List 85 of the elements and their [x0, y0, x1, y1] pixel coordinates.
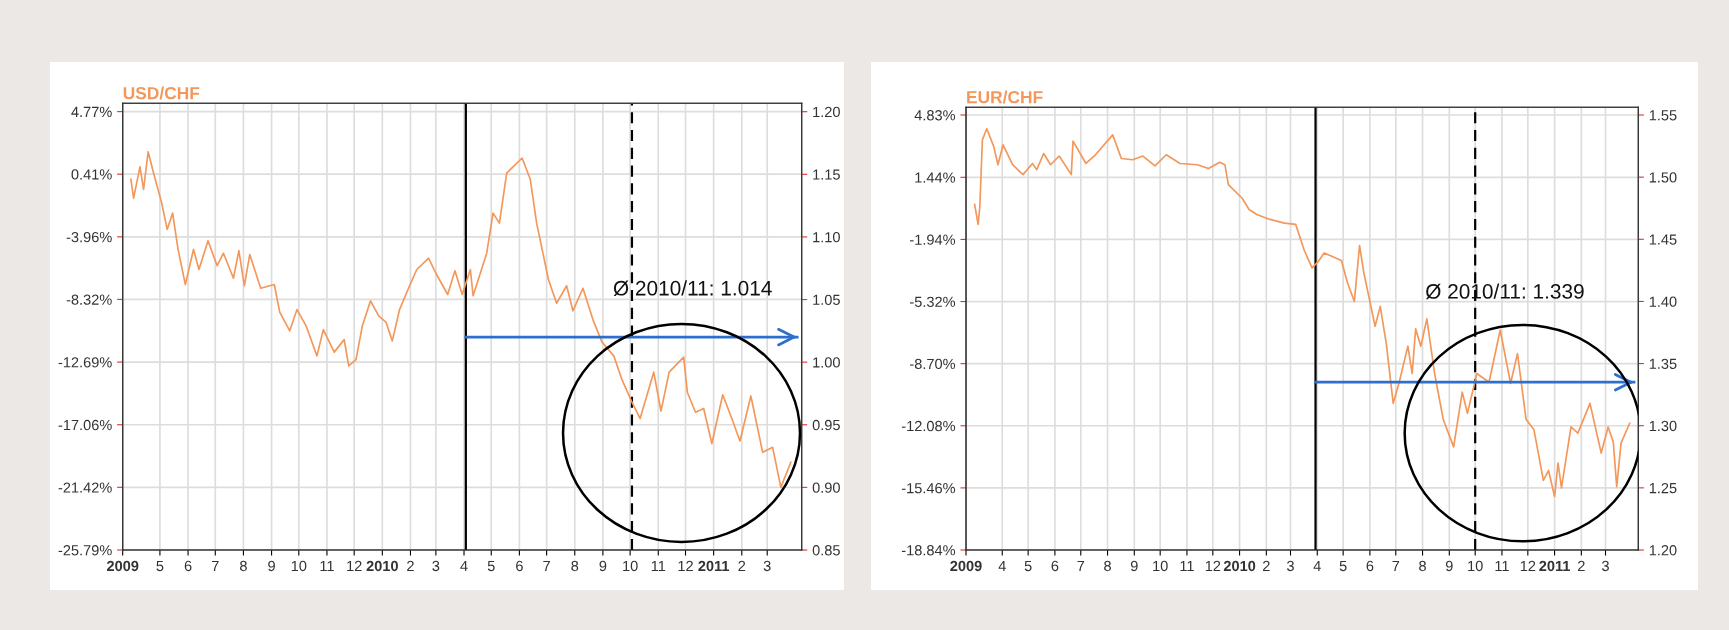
x-tick-label: 2009 [950, 560, 982, 572]
x-tick-label: 5 [1024, 560, 1032, 572]
x-tick-label: 2010 [1223, 560, 1256, 572]
x-tick-label: 2009 [106, 560, 139, 572]
x-tick-label: 7 [211, 560, 219, 571]
x-tick-label: 6 [1051, 560, 1059, 572]
x-tick-label: 12 [1205, 560, 1221, 571]
x-tick-label: 9 [268, 560, 275, 572]
y2-tick-label: 0.85 [812, 545, 840, 556]
y2-tick-label: 1.45 [1649, 234, 1677, 245]
y2-tick-label: 1.35 [1649, 358, 1677, 369]
x-tick-label: 5 [1339, 560, 1347, 572]
x-tick-label: 2 [1263, 560, 1270, 571]
x-tick-label: 3 [1602, 560, 1609, 572]
x-tick-label: 8 [1419, 560, 1426, 572]
y-tick-label: -21.42% [58, 482, 112, 493]
x-tick-label: 10 [1153, 560, 1168, 572]
y-tick-label: -25.79% [58, 545, 112, 556]
x-tick-label: 12 [1520, 560, 1536, 571]
y-tick-label: -18.84% [901, 545, 956, 556]
x-tick-label: 4 [460, 560, 468, 571]
x-tick-label: 7 [1392, 560, 1400, 571]
x-tick-label: 4 [1313, 560, 1321, 571]
x-tick-label: 3 [763, 560, 771, 572]
y2-tick-label: 0.95 [812, 419, 840, 431]
x-tick-label: 9 [599, 560, 607, 572]
x-tick-label: 9 [1130, 560, 1138, 572]
y2-tick-label: 0.90 [812, 482, 840, 493]
x-tick-label: 8 [1104, 560, 1111, 572]
x-tick-label: 9 [1445, 560, 1453, 572]
x-tick-label: 6 [184, 560, 192, 572]
y-tick-label: -8.32% [66, 294, 112, 305]
y2-tick-label: 1.10 [813, 232, 840, 243]
x-tick-label: 5 [156, 560, 164, 572]
annotation: Ø 2010/11: 1.014 [613, 280, 772, 296]
x-tick-label: 11 [1495, 560, 1509, 571]
y-tick-label: 1.44% [915, 172, 956, 183]
x-tick-label: 2011 [698, 560, 730, 572]
x-tick-label: 6 [516, 560, 523, 572]
chart-title: USD/CHF [123, 86, 200, 100]
y2-tick-label: 1.15 [813, 169, 840, 180]
y2-tick-label: 1.25 [1649, 482, 1677, 494]
x-tick-label: 11 [1180, 560, 1194, 571]
x-tick-label: 12 [347, 560, 362, 571]
annotation: Ø 2010/11: 1.339 [1425, 283, 1584, 300]
x-tick-label: 4 [998, 560, 1006, 571]
chart-title: EUR/CHF [967, 90, 1043, 104]
y2-tick-label: 1.20 [1649, 545, 1677, 556]
x-tick-label: 3 [1287, 560, 1294, 572]
x-tick-label: 8 [240, 560, 247, 572]
y-tick-label: 0.41% [71, 169, 112, 180]
x-tick-label: 5 [487, 560, 495, 572]
y-tick-label: -3.96% [66, 231, 112, 243]
y-tick-label: 4.77% [71, 106, 112, 117]
x-tick-label: 2 [738, 560, 746, 571]
y2-tick-label: 1.05 [813, 294, 840, 305]
y-tick-label: -12.08% [901, 420, 956, 432]
x-tick-label: 10 [623, 560, 638, 572]
x-tick-label: 2011 [1539, 560, 1570, 572]
y2-tick-label: 1.20 [813, 106, 840, 118]
x-tick-label: 11 [320, 560, 334, 571]
y-tick-label: -15.46% [901, 482, 956, 494]
x-tick-label: 10 [1468, 560, 1483, 572]
x-tick-label: 6 [1366, 560, 1374, 572]
x-tick-label: 3 [432, 560, 440, 572]
y-tick-label: 4.83% [914, 110, 956, 121]
y2-tick-label: 1.55 [1649, 110, 1677, 121]
y-tick-label: -17.06% [58, 419, 112, 431]
x-tick-label: 7 [1077, 560, 1085, 571]
x-tick-label: 2 [407, 560, 414, 571]
x-tick-label: 2 [1578, 560, 1585, 571]
y-tick-label: -5.32% [910, 296, 956, 307]
x-tick-label: 10 [291, 560, 307, 572]
y2-tick-label: 1.30 [1649, 420, 1677, 432]
x-tick-label: 8 [571, 560, 579, 572]
x-tick-label: 11 [651, 560, 666, 571]
y2-tick-label: 1.40 [1649, 296, 1677, 307]
y2-tick-label: 1.00 [813, 357, 840, 368]
x-tick-label: 2010 [366, 560, 398, 572]
y-tick-label: -1.94% [910, 234, 956, 245]
x-tick-label: 7 [543, 560, 550, 571]
y2-tick-label: 1.50 [1649, 172, 1677, 183]
x-tick-label: 12 [678, 560, 693, 571]
y-tick-label: -8.70% [910, 358, 956, 370]
y-tick-label: -12.69% [58, 357, 112, 368]
